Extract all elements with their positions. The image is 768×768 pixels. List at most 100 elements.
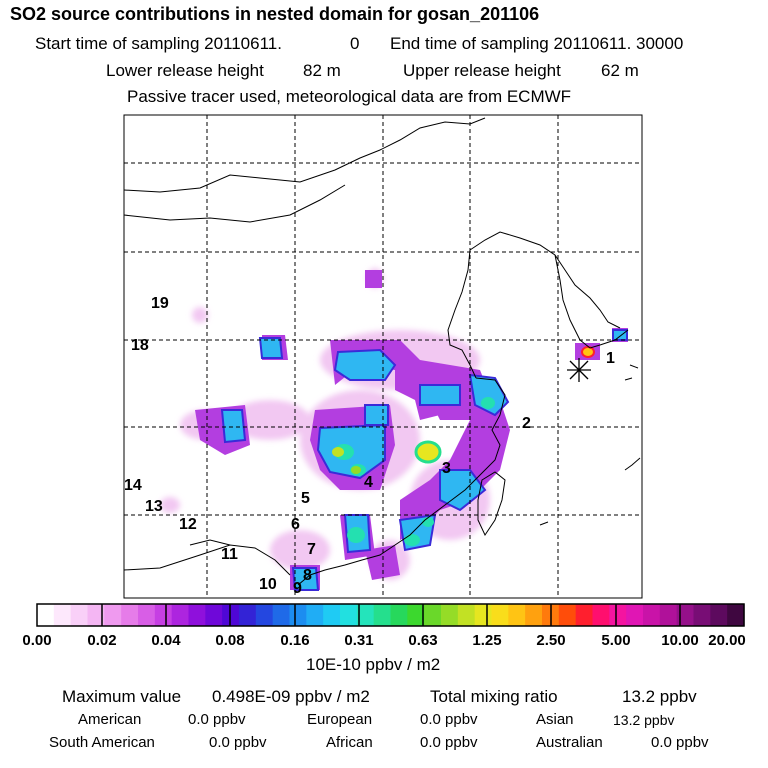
region-label: 12 bbox=[179, 516, 197, 533]
region-label: 14 bbox=[124, 477, 142, 494]
colorbar-label: 0.00 bbox=[22, 632, 52, 649]
south-american-value: 0.0 ppbv bbox=[209, 734, 267, 751]
colorbar-segment bbox=[188, 604, 206, 626]
african-value: 0.0 ppbv bbox=[420, 734, 478, 751]
colorbar-segment bbox=[53, 604, 72, 626]
colorbar-segment bbox=[87, 604, 105, 626]
colorbar-segment bbox=[558, 604, 577, 626]
start-time-label: Start time of sampling 20110611. bbox=[35, 34, 282, 53]
colorbar-segment bbox=[676, 604, 695, 626]
colorbar-segment bbox=[171, 604, 190, 626]
map-frame bbox=[123, 114, 643, 599]
colorbar-segment bbox=[575, 604, 594, 626]
colorbar-segment bbox=[727, 604, 745, 626]
colorbar-segment bbox=[356, 604, 375, 626]
australian-label: Australian bbox=[536, 734, 603, 751]
region-label: 4 bbox=[364, 474, 373, 491]
colorbar-segment bbox=[592, 604, 610, 626]
colorbar-label: 1.25 bbox=[472, 632, 502, 649]
colorbar-label: 2.50 bbox=[536, 632, 566, 649]
colorbar bbox=[37, 604, 745, 626]
colorbar-label: 0.31 bbox=[344, 632, 374, 649]
colorbar-label: 0.04 bbox=[151, 632, 181, 649]
colorbar-segment bbox=[626, 604, 644, 626]
region-label: 8 bbox=[303, 567, 312, 584]
region-label: 13 bbox=[145, 498, 163, 515]
colorbar-label: 0.16 bbox=[280, 632, 310, 649]
colorbar-label: 5.00 bbox=[601, 632, 631, 649]
lat-lon-grid bbox=[124, 115, 642, 598]
colorbar-segment bbox=[407, 604, 425, 626]
region-label: 7 bbox=[307, 541, 316, 558]
colorbar-segment bbox=[70, 604, 89, 626]
colorbar-segment bbox=[643, 604, 661, 626]
lower-height-value: 82 m bbox=[303, 61, 341, 80]
colorbar-segment bbox=[289, 604, 307, 626]
colorbar-segment bbox=[525, 604, 543, 626]
colorbar-segment bbox=[441, 604, 459, 626]
colorbar-segment bbox=[205, 604, 223, 626]
colorbar-label: 0.63 bbox=[408, 632, 438, 649]
colorbar-segment bbox=[508, 604, 526, 626]
colorbar-label: 0.08 bbox=[215, 632, 245, 649]
colorbar-segment bbox=[373, 604, 392, 626]
colorbar-segment bbox=[474, 604, 493, 626]
colorbar-label: 0.02 bbox=[87, 632, 117, 649]
upper-height-value: 62 m bbox=[601, 61, 639, 80]
european-value: 0.0 ppbv bbox=[420, 711, 478, 728]
colorbar-segment bbox=[239, 604, 257, 626]
max-value-label: Maximum value bbox=[62, 687, 182, 706]
region-label: 10 bbox=[259, 576, 277, 593]
colorbar-segment bbox=[424, 604, 442, 626]
colorbar-segment bbox=[306, 604, 324, 626]
european-label: European bbox=[307, 711, 373, 728]
region-label: 3 bbox=[442, 460, 451, 477]
colorbar-segment bbox=[255, 604, 274, 626]
american-value: 0.0 ppbv bbox=[188, 711, 246, 728]
region-label: 1 bbox=[606, 350, 615, 367]
total-mixing-value: 13.2 ppbv bbox=[622, 687, 697, 706]
colorbar-segment bbox=[37, 604, 55, 626]
region-label: 18 bbox=[131, 337, 149, 354]
colorbar-units: 10E-10 ppbv / m2 bbox=[306, 655, 441, 674]
colorbar-segment bbox=[659, 604, 678, 626]
colorbar-segment bbox=[138, 604, 156, 626]
colorbar-segment bbox=[390, 604, 408, 626]
region-label: 2 bbox=[522, 415, 531, 432]
upper-height-label: Upper release height bbox=[403, 61, 561, 80]
region-label: 9 bbox=[293, 580, 302, 597]
african-label: African bbox=[326, 734, 373, 751]
colorbar-segment bbox=[491, 604, 509, 626]
colorbar-segment bbox=[272, 604, 291, 626]
colorbar-segment bbox=[121, 604, 139, 626]
colorbar-segment bbox=[222, 604, 240, 626]
figure-title: SO2 source contributions in nested domai… bbox=[10, 4, 540, 24]
asian-label: Asian bbox=[536, 711, 574, 728]
colorbar-segment bbox=[710, 604, 728, 626]
colorbar-label: 20.00 bbox=[708, 632, 746, 649]
south-american-label: South American bbox=[49, 734, 155, 751]
tracer-note: Passive tracer used, meteorological data… bbox=[127, 87, 572, 106]
colorbar-segment bbox=[104, 604, 122, 626]
colorbar-ticks bbox=[101, 604, 681, 626]
plume-peak bbox=[332, 346, 595, 474]
colorbar-segment bbox=[693, 604, 711, 626]
receptor-marker-icon bbox=[567, 358, 591, 382]
colorbar-segment bbox=[457, 604, 476, 626]
start-time-hour: 0 bbox=[350, 34, 360, 53]
max-value: 0.498E-09 ppbv / m2 bbox=[212, 687, 370, 706]
asian-value: 13.2 ppbv bbox=[613, 712, 675, 728]
colorbar-frame bbox=[36, 603, 745, 627]
end-time-label: End time of sampling 20110611. 30000 bbox=[390, 34, 684, 53]
colorbar-segment bbox=[323, 604, 341, 626]
region-label: 6 bbox=[291, 516, 300, 533]
colorbar-segment bbox=[154, 604, 173, 626]
australian-value: 0.0 ppbv bbox=[651, 734, 709, 751]
american-label: American bbox=[78, 711, 142, 728]
colorbar-segment bbox=[340, 604, 358, 626]
region-label: 5 bbox=[301, 490, 310, 507]
region-label: 11 bbox=[221, 546, 238, 563]
region-label: 19 bbox=[151, 295, 169, 312]
total-mixing-label: Total mixing ratio bbox=[430, 687, 558, 706]
